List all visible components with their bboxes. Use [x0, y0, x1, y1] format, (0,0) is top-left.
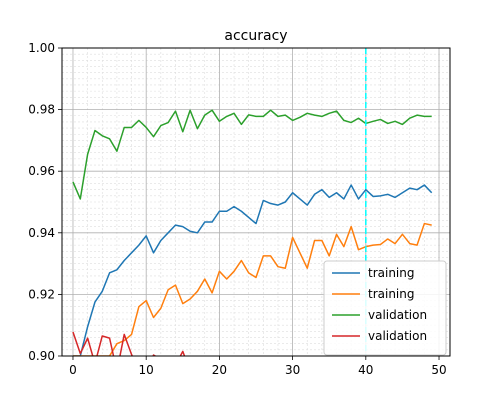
legend-label: training: [368, 266, 415, 280]
y-tick-label: 0.90: [28, 349, 55, 363]
x-tick-label: 50: [431, 363, 446, 377]
y-tick-label: 0.96: [28, 164, 55, 178]
x-tick-label: 30: [285, 363, 300, 377]
legend: training training validation validation: [323, 260, 447, 356]
x-tick-label: 40: [358, 363, 373, 377]
axes: 0 10 20 30 40 50 0.90 0.92 0.94 0.96 0.98 1.00: [28, 41, 446, 377]
legend-label: validation: [368, 329, 427, 343]
chart-title: accuracy: [224, 28, 287, 44]
y-tick-label: 1.00: [28, 41, 55, 55]
series-line-2: [72, 109, 432, 200]
x-tick-label: 20: [212, 363, 227, 377]
series-layer: [72, 109, 433, 356]
plot-frame: [61, 47, 451, 357]
series-line-0: [72, 184, 433, 356]
legend-label: validation: [368, 308, 427, 322]
series-line-1: [72, 222, 432, 356]
legend-label: training: [368, 287, 415, 301]
y-tick-label: 0.92: [28, 287, 55, 301]
y-tick-label: 0.98: [28, 103, 55, 117]
x-tick-label: 10: [139, 363, 154, 377]
y-tick-label: 0.94: [28, 226, 55, 240]
legend-box: [323, 260, 447, 356]
x-tick-label: 0: [69, 363, 77, 377]
